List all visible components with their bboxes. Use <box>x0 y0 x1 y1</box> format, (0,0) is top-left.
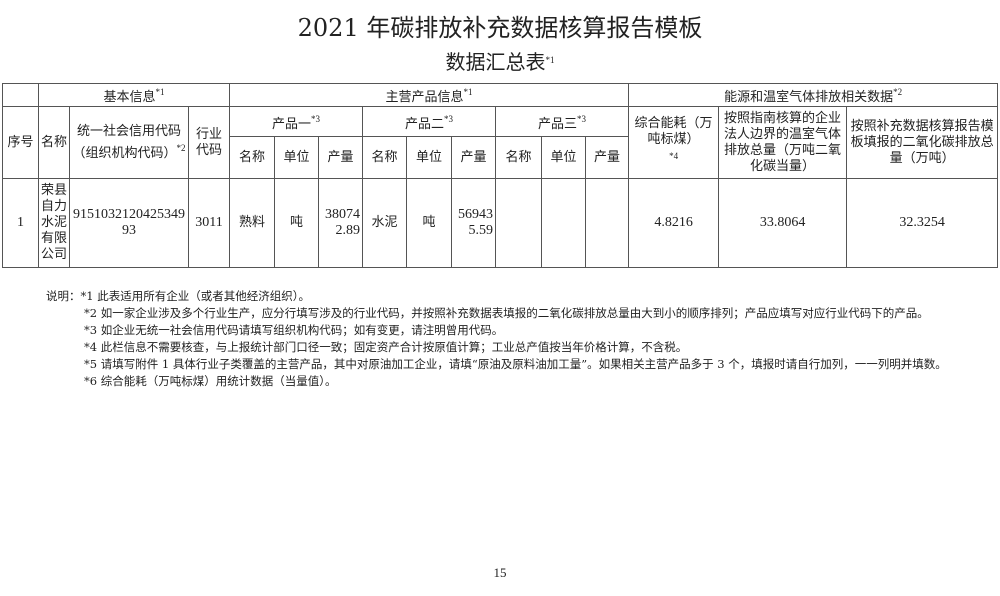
cell-energy-total: 4.8216 <box>628 178 720 268</box>
header-p3-name: 名称 <box>495 136 543 179</box>
notes: 说明：*1 此表适用所有企业（或者其他经济组织）。 *2 如一家企业涉及多个行业… <box>46 288 966 390</box>
header-credit-code: 统一社会信用代码（组织机构代码）*2 <box>69 106 189 179</box>
note-6: *6 综合能耗（万吨标煤）用统计数据（当量值）。 <box>84 374 337 388</box>
header-basic: 基本信息*1 <box>37 83 231 107</box>
cell-name: 荣县自力水泥有限公司 <box>38 178 70 268</box>
header-p1-name: 名称 <box>229 136 276 179</box>
header-energy: 能源和温室气体排放相关数据*2 <box>628 83 999 107</box>
cell-p3-unit <box>541 178 587 268</box>
header-p2-unit: 单位 <box>406 136 453 179</box>
header-energy-total: 综合能耗（万吨标煤） *4 <box>628 106 720 179</box>
header-product-1: 产品一*3 <box>229 106 364 137</box>
header-industry-code: 行业代码 <box>187 106 231 179</box>
table-title: 数据汇总表*1 <box>0 46 1000 75</box>
cell-guide-total: 33.8064 <box>718 178 848 268</box>
subtitle-text: 数据汇总表 <box>445 50 546 74</box>
cell-credit-code: 915103212042534993 <box>69 178 189 268</box>
cell-p1-unit: 吨 <box>274 178 320 268</box>
blank-cell <box>2 83 39 107</box>
header-p2-output: 产量 <box>451 136 497 179</box>
summary-table: 基本信息*1 主营产品信息*1 能源和温室气体排放相关数据*2 序号 名称 统一… <box>2 83 999 268</box>
cell-p3-output <box>585 178 630 268</box>
table-row: 1 荣县自力水泥有限公司 915103212042534993 3011 熟料 … <box>2 178 999 268</box>
header-p1-output: 产量 <box>318 136 364 179</box>
header-supp-total: 按照补充数据核算报告模板填报的二氧化碳排放总量（万吨） <box>846 106 999 179</box>
note-2: *2 如一家企业涉及多个行业生产，应分行填写涉及的行业代码，并按照补充数据表填报… <box>84 306 929 320</box>
note-1: 说明：*1 此表适用所有企业（或者其他经济组织）。 <box>46 289 310 303</box>
cell-p2-output: 569435.59 <box>451 178 497 268</box>
header-p1-unit: 单位 <box>274 136 320 179</box>
cell-p3-name <box>495 178 543 268</box>
note-3: *3 如企业无统一社会信用代码请填写组织机构代码；如有变更，请注明曾用代码。 <box>84 323 504 337</box>
cell-p1-output: 380742.89 <box>318 178 364 268</box>
note-5: *5 请填写附件 1 具体行业子类覆盖的主营产品，其中对原油加工企业，请填“原油… <box>84 357 947 371</box>
note-4: *4 此栏信息不需要核查，与上报统计部门口径一致；固定资产合计按原值计算；工业总… <box>84 340 688 354</box>
header-p3-unit: 单位 <box>541 136 587 179</box>
page-number: 15 <box>493 565 507 580</box>
header-product: 主营产品信息*1 <box>229 83 630 107</box>
header-p3-output: 产量 <box>585 136 630 179</box>
header-guide-total: 按照指南核算的企业法人边界的温室气体排放总量（万吨二氧化碳当量） <box>718 106 848 179</box>
header-name: 名称 <box>38 106 70 179</box>
cell-seq: 1 <box>2 178 39 268</box>
cell-p1-name: 熟料 <box>229 178 276 268</box>
header-product-3: 产品三*3 <box>495 106 630 137</box>
footnote-mark: *1 <box>545 55 555 65</box>
cell-supp-total: 32.3254 <box>846 178 999 268</box>
document-title: 2021 年碳排放补充数据核算报告模板 <box>297 14 703 42</box>
cell-p2-name: 水泥 <box>362 178 408 268</box>
header-p2-name: 名称 <box>362 136 408 179</box>
cell-industry-code: 3011 <box>187 178 231 268</box>
cell-p2-unit: 吨 <box>406 178 453 268</box>
header-product-2: 产品二*3 <box>362 106 497 137</box>
header-seq: 序号 <box>2 106 39 179</box>
